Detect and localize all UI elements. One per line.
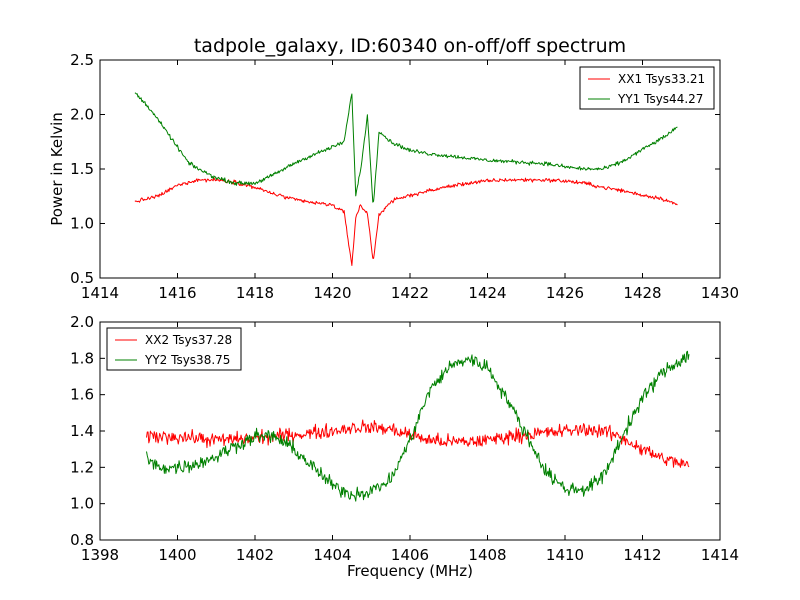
x-tick-label: 1402 <box>236 546 274 564</box>
x-tick-label: 1408 <box>468 546 506 564</box>
x-tick-label: 1414 <box>701 546 739 564</box>
y-tick-label: 1.8 <box>70 349 94 367</box>
legend-label: XX1 Tsys33.21 <box>618 72 705 86</box>
x-tick-label: 1426 <box>546 284 584 302</box>
figure-title: tadpole_galaxy, ID:60340 on-off/off spec… <box>194 35 626 57</box>
x-tick-label: 1412 <box>623 546 661 564</box>
y-tick-label: 2.0 <box>70 313 94 331</box>
legend-box <box>106 327 242 371</box>
series-group <box>146 350 690 502</box>
x-tick-label: 1420 <box>313 284 351 302</box>
y-tick-label: 1.2 <box>70 458 94 476</box>
x-tick-label: 1414 <box>81 284 119 302</box>
x-tick-label: 1410 <box>546 546 584 564</box>
y-tick-label: 2.5 <box>70 51 94 69</box>
y-tick-label: 2.0 <box>70 106 94 124</box>
legend-label: YY1 Tsys44.27 <box>617 92 703 106</box>
series-line-1 <box>146 419 690 468</box>
x-tick-label: 1428 <box>623 284 661 302</box>
y-axis-label: Power in Kelvin <box>48 112 66 226</box>
legend: XX2 Tsys37.28 YY2 Tsys38.75 <box>106 327 242 371</box>
y-tick-label: 0.8 <box>70 531 94 549</box>
x-tick-label: 1418 <box>236 284 274 302</box>
x-tick-label: 1424 <box>468 284 506 302</box>
legend-label: XX2 Tsys37.28 <box>145 333 232 347</box>
y-tick-label: 0.5 <box>70 269 94 287</box>
legend-label: YY2 Tsys38.75 <box>144 353 230 367</box>
series-line-2 <box>146 350 690 502</box>
x-tick-label: 1400 <box>158 546 196 564</box>
legend-box <box>579 66 715 110</box>
y-tick-label: 1.4 <box>70 422 94 440</box>
series-group <box>134 92 678 266</box>
x-axis-label: Frequency (MHz) <box>347 562 473 580</box>
x-tick-label: 1422 <box>391 284 429 302</box>
legend: XX1 Tsys33.21 YY1 Tsys44.27 <box>579 66 715 110</box>
top-spectrum-panel: 1414 1416 1418 1420 1422 1424 1426 1428 1430 0.5 1… <box>48 51 739 302</box>
y-tick-label: 1.0 <box>70 215 94 233</box>
y-tick-label: 1.6 <box>70 386 94 404</box>
x-tick-label: 1416 <box>158 284 196 302</box>
series-line-2 <box>134 92 678 203</box>
x-tick-label: 1430 <box>701 284 739 302</box>
x-tick-label: 1398 <box>81 546 119 564</box>
x-tick-label: 1406 <box>391 546 429 564</box>
y-tick-label: 1.0 <box>70 495 94 513</box>
y-tick-label: 1.5 <box>70 160 94 178</box>
bottom-spectrum-panel: 1398 1400 1402 1404 1406 1408 1410 1412 1414 0.8 1… <box>70 313 739 580</box>
x-tick-label: 1404 <box>313 546 351 564</box>
